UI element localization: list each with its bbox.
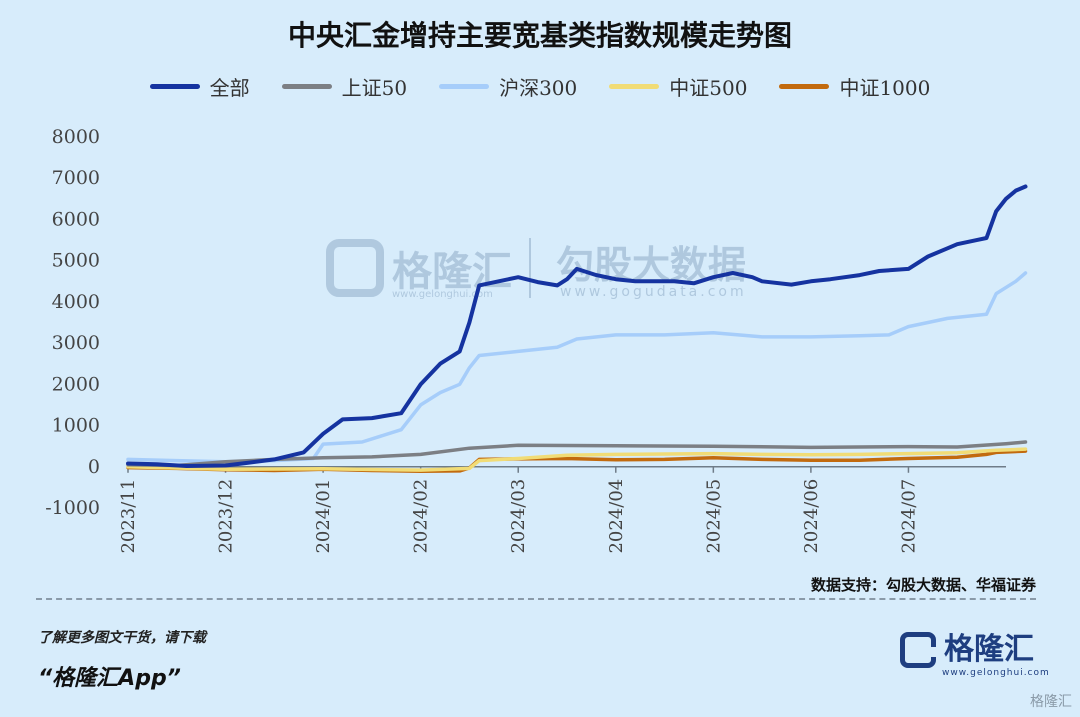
legend-label: 全部	[209, 76, 250, 100]
brand-logo: 格隆汇	[900, 632, 1034, 668]
y-tick-label: 0	[88, 456, 100, 478]
x-tick-label: 2024/03	[508, 479, 529, 554]
chart-legend: 全部 上证50 沪深300 中证500 中证1000	[0, 72, 1080, 101]
brand-name: 格隆汇	[944, 632, 1034, 667]
y-tick-label: 6000	[52, 208, 100, 230]
x-tick-label: 2024/04	[606, 479, 627, 554]
legend-swatch	[439, 84, 490, 89]
promo-app-name: “格隆汇App”	[38, 666, 181, 691]
legend-label: 沪深300	[499, 76, 578, 100]
legend-item: 中证500	[609, 72, 747, 101]
axes: -1000 0 1000 2000 3000 4000 5000 6000 7000 8000 20…	[45, 126, 1006, 554]
brand-url: www.gelonghui.com	[942, 668, 1050, 678]
series-lines	[126, 184, 1028, 474]
y-tick-label: 1000	[52, 415, 100, 437]
y-tick-label: 2000	[52, 373, 100, 395]
legend-label: 中证500	[669, 76, 748, 100]
series-line-3	[126, 447, 1028, 472]
legend-swatch	[281, 84, 332, 89]
x-tick-label: 2024/02	[411, 479, 432, 554]
y-tick-label: 5000	[52, 250, 100, 272]
x-tick-label: 2024/05	[703, 479, 724, 554]
legend-swatch	[779, 84, 830, 89]
chart-title: 中央汇金增持主要宽基类指数规模走势图	[287, 19, 792, 52]
legend-item: 中证1000	[779, 72, 930, 101]
y-tick-label: 7000	[52, 167, 100, 189]
corner-watermark: 格隆汇	[1030, 694, 1072, 710]
g-logo-icon	[900, 632, 936, 668]
legend-swatch	[149, 84, 200, 89]
y-tick-label: 4000	[52, 291, 100, 313]
legend-item: 全部	[149, 72, 250, 101]
x-tick-label: 2024/01	[313, 479, 334, 554]
legend-label: 上证50	[341, 76, 408, 100]
legend-swatch	[609, 84, 660, 89]
x-tick-label: 2024/06	[801, 479, 822, 554]
series-line-0	[126, 184, 1028, 468]
source-note: 数据支持：勾股大数据、华福证券	[810, 576, 1036, 594]
x-tick-label: 2023/12	[216, 479, 237, 554]
watermark-logo-icon	[326, 239, 384, 297]
watermark-left-url: www.gelonghui.com	[392, 289, 493, 300]
y-tick-label: 3000	[52, 332, 100, 354]
x-tick-label: 2024/07	[898, 479, 919, 554]
divider	[36, 598, 1036, 600]
y-tick-label: -1000	[45, 497, 100, 519]
legend-item: 上证50	[281, 72, 408, 101]
y-tick-label: 8000	[52, 126, 100, 148]
watermark-right-url: www.gogudata.com	[560, 284, 747, 300]
promo-text: 了解更多图文干货，请下载	[38, 630, 206, 646]
watermark-left-brand: 格隆汇	[392, 249, 512, 295]
watermark: 格隆汇 www.gelonghui.com 勾股大数据 www.gogudata…	[326, 238, 747, 300]
x-tick-label: 2023/11	[118, 479, 139, 554]
legend-item: 沪深300	[439, 72, 577, 101]
legend-label: 中证1000	[839, 76, 931, 100]
series-line-2	[126, 271, 1028, 464]
